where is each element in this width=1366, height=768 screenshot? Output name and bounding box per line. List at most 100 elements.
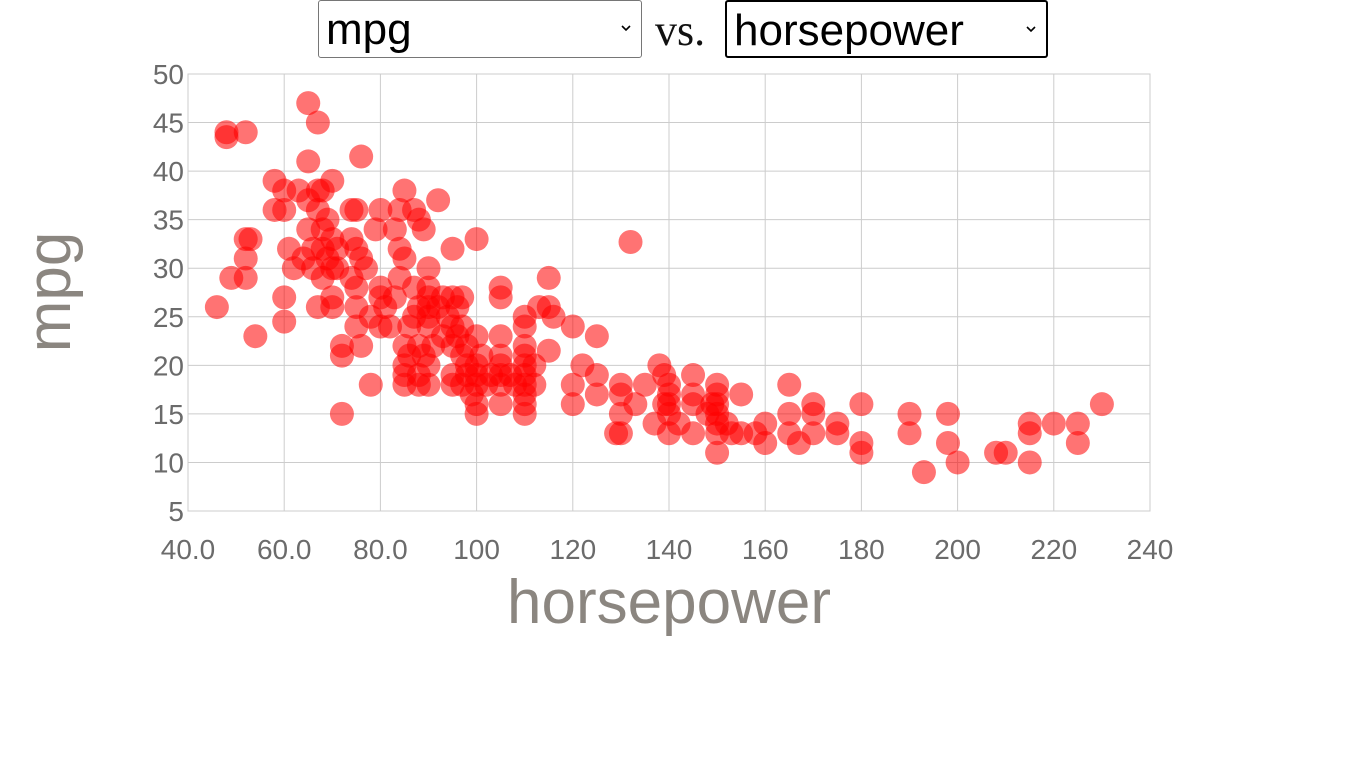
- y-tick-label: 5: [168, 496, 184, 527]
- y-tick-label: 15: [153, 399, 184, 430]
- data-point: [344, 197, 369, 222]
- x-tick-label: 200: [934, 534, 981, 565]
- data-point: [464, 324, 489, 349]
- data-point: [777, 401, 802, 426]
- x-tick-label: 160: [742, 534, 789, 565]
- data-point: [416, 353, 441, 378]
- data-point: [233, 120, 258, 145]
- x-tick-label: 40.0: [161, 534, 216, 565]
- grid: [187, 73, 1151, 512]
- data-point: [584, 363, 609, 388]
- data-point: [897, 401, 922, 426]
- data-point: [1089, 392, 1114, 417]
- y-variable-select[interactable]: mpg: [318, 0, 642, 58]
- x-tick-label: 120: [549, 534, 596, 565]
- data-point: [1017, 450, 1042, 475]
- data-point: [993, 440, 1018, 465]
- data-points: [204, 91, 1114, 485]
- data-point: [329, 401, 354, 426]
- plot-frame: [187, 73, 1151, 512]
- data-point: [320, 295, 345, 320]
- data-point: [464, 227, 489, 252]
- y-tick-label: 30: [153, 253, 184, 284]
- data-point: [233, 265, 258, 290]
- data-point: [296, 91, 321, 116]
- x-tick-label: 140: [646, 534, 693, 565]
- data-point: [378, 314, 403, 339]
- y-tick-label: 40: [153, 156, 184, 187]
- data-point: [522, 353, 547, 378]
- x-variable-select[interactable]: horsepower: [725, 0, 1048, 58]
- data-point: [233, 246, 258, 271]
- x-axis-title: horsepower: [507, 568, 831, 637]
- data-point: [349, 144, 374, 169]
- data-point: [363, 217, 388, 242]
- data-point: [305, 110, 330, 135]
- data-point: [469, 343, 494, 368]
- data-point: [777, 372, 802, 397]
- data-point: [623, 392, 648, 417]
- y-axis-title: mpg: [15, 232, 84, 353]
- data-point: [512, 314, 537, 339]
- data-point: [243, 324, 268, 349]
- data-point: [705, 440, 730, 465]
- x-tick-label: 180: [838, 534, 885, 565]
- x-tick-label: 80.0: [353, 534, 408, 565]
- data-point: [825, 421, 850, 446]
- data-point: [320, 168, 345, 193]
- data-point: [849, 440, 874, 465]
- data-point: [945, 450, 970, 475]
- data-point: [440, 236, 465, 261]
- data-point: [1065, 431, 1090, 456]
- data-point: [512, 401, 537, 426]
- data-point: [353, 256, 378, 281]
- data-point: [753, 431, 778, 456]
- data-point: [560, 372, 585, 397]
- y-tick-label: 45: [153, 108, 184, 139]
- data-point: [272, 197, 297, 222]
- y-tick-label: 35: [153, 205, 184, 236]
- data-point: [753, 411, 778, 436]
- data-point: [272, 285, 297, 310]
- data-point: [801, 421, 826, 446]
- data-point: [238, 227, 263, 252]
- data-point: [426, 188, 451, 213]
- x-tick-label: 60.0: [257, 534, 312, 565]
- data-point: [272, 309, 297, 334]
- data-point: [681, 363, 706, 388]
- data-point: [382, 217, 407, 242]
- data-point: [632, 372, 657, 397]
- data-point: [1065, 411, 1090, 436]
- axis-selector-bar: mpg vs. horsepower: [0, 0, 1366, 64]
- data-point: [349, 333, 374, 358]
- data-point: [536, 338, 561, 363]
- y-tick-label: 10: [153, 447, 184, 478]
- chevron-down-icon: [621, 25, 631, 32]
- x-tick-label: 100: [453, 534, 500, 565]
- data-point: [1017, 421, 1042, 446]
- x-tick-label: 220: [1030, 534, 1077, 565]
- data-point: [382, 285, 407, 310]
- y-tick-label: 25: [153, 302, 184, 333]
- tick-labels: 40.0 60.0 80.0 100 120 140 160 180 200 220 240 5 10 1…: [153, 59, 1174, 565]
- data-point: [849, 392, 874, 417]
- data-point: [214, 125, 239, 150]
- x-variable-value: horsepower: [734, 6, 964, 55]
- vs-label: vs.: [655, 6, 706, 55]
- data-point: [416, 372, 441, 397]
- data-point: [618, 230, 643, 255]
- data-point: [608, 421, 633, 446]
- y-variable-value: mpg: [326, 5, 412, 54]
- chevron-down-icon: [1026, 26, 1036, 33]
- data-point: [488, 324, 513, 349]
- data-point: [450, 285, 475, 310]
- data-point: [681, 421, 706, 446]
- data-point: [935, 401, 960, 426]
- data-point: [344, 275, 369, 300]
- data-point: [464, 401, 489, 426]
- data-point: [584, 382, 609, 407]
- data-point: [296, 149, 321, 174]
- data-point: [897, 421, 922, 446]
- data-point: [392, 178, 417, 203]
- data-point: [584, 324, 609, 349]
